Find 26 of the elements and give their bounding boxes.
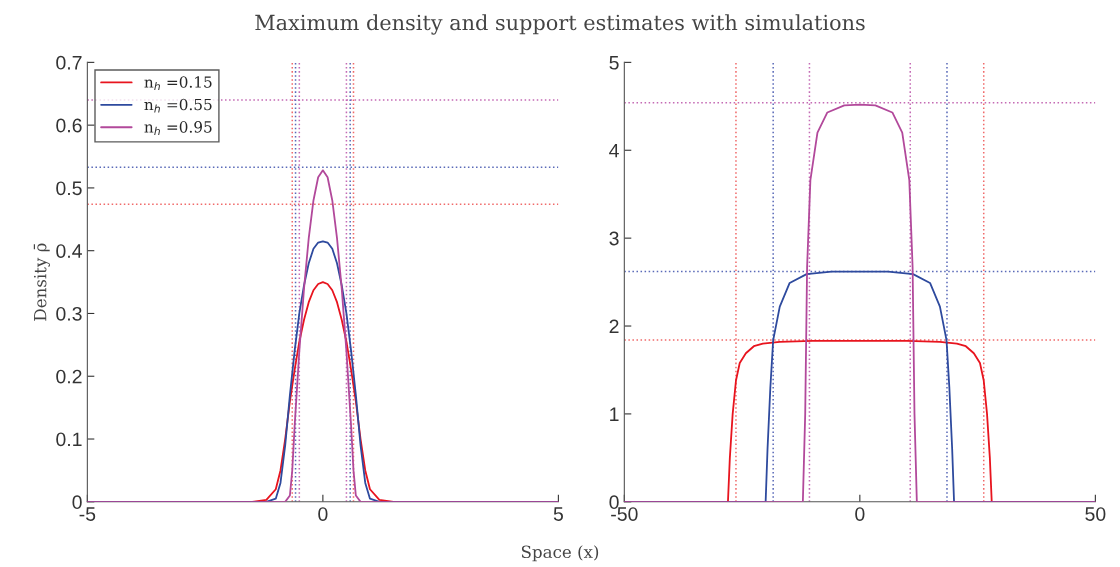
y-tick-label: 0.2: [56, 369, 82, 384]
y-tick-label: 0.3: [56, 306, 82, 321]
x-tick-label: 0: [855, 507, 865, 521]
y-tick-label: 2: [609, 319, 619, 334]
y-tick-label: 0.5: [56, 181, 82, 196]
y-tick-label: 0.4: [56, 244, 82, 258]
y-tick-label: 0: [72, 495, 82, 510]
y-tick-label: 0: [609, 495, 619, 510]
y-tick-label: 3: [609, 231, 619, 246]
legend-label: n$_{h}$ =0.55: [144, 98, 212, 113]
y-tick-label: 0.1: [56, 432, 82, 447]
x-tick-label: 50: [1085, 507, 1106, 521]
chart-title: Maximum density and support estimates with simulations: [255, 14, 865, 35]
legend-label: n$_{h}$ =0.15: [144, 76, 212, 91]
y-axis-title: Density ρ̄: [33, 243, 50, 321]
y-tick-label: 0.6: [56, 118, 82, 133]
x-tick-label: -50: [611, 507, 638, 521]
y-tick-label: 0.7: [56, 55, 82, 70]
y-tick-label: 5: [609, 56, 619, 70]
legend-label: n$_{h}$ =0.95: [144, 121, 212, 135]
x-tick-label: 5: [553, 507, 563, 521]
y-tick-label: 4: [609, 143, 619, 158]
y-tick-label: 1: [610, 407, 619, 421]
x-axis-title: Space (x): [521, 545, 599, 562]
x-tick-label: 0: [318, 507, 328, 521]
x-tick-label: -5: [79, 507, 96, 521]
